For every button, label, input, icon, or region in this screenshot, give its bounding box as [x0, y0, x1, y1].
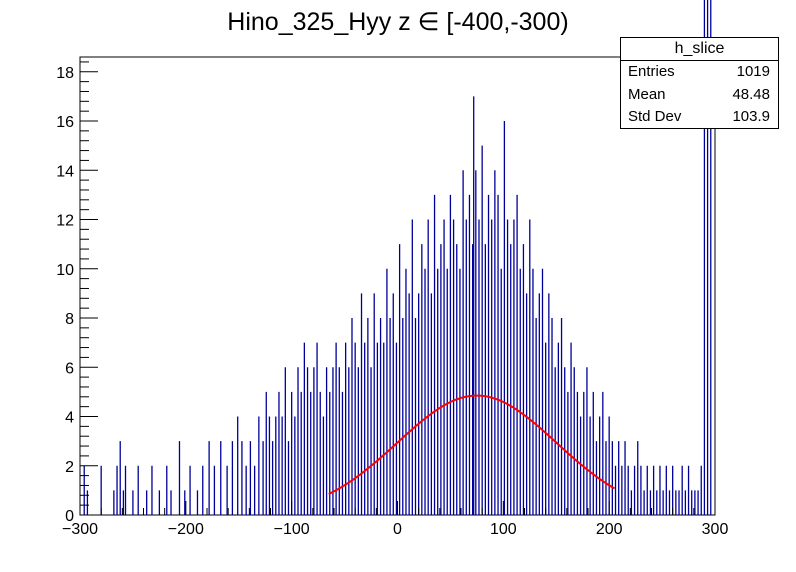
stats-value: 103.9 — [732, 108, 770, 125]
stats-box: h_slice Entries 1019 Mean 48.48 Std Dev … — [620, 37, 779, 129]
y-tick-label: 18 — [56, 65, 74, 82]
fit-curve — [328, 394, 615, 495]
x-tick-label: −200 — [168, 521, 204, 538]
x-tick-label: 100 — [490, 521, 517, 538]
x-tick-label: 0 — [393, 521, 402, 538]
stats-label: Entries — [628, 63, 675, 80]
y-tick-label: 8 — [65, 311, 74, 328]
chart-title: Hino_325_Hyy z ∈ [-400,-300) — [227, 8, 568, 36]
stats-label: Std Dev — [628, 108, 682, 125]
y-tick-label: 14 — [56, 163, 74, 180]
fit-line — [328, 394, 615, 495]
x-tick-label: 300 — [702, 521, 729, 538]
y-tick-label: 16 — [56, 114, 74, 131]
stats-value: 48.48 — [732, 85, 770, 103]
x-tick-label: −100 — [274, 521, 310, 538]
x-tick-label: −300 — [62, 521, 98, 538]
histogram — [83, 0, 712, 515]
y-tick-label: 10 — [56, 262, 74, 279]
y-tick-label: 12 — [56, 213, 74, 230]
y-axis: 0 2 4 6 8 10 12 14 16 18 — [56, 61, 98, 525]
y-tick-label: 4 — [65, 410, 74, 427]
stats-row-stddev: Std Dev 103.9 — [621, 106, 778, 129]
y-tick-label: 2 — [65, 459, 74, 476]
x-tick-label: 200 — [596, 521, 623, 538]
stats-value: 1019 — [736, 63, 770, 80]
stats-row-mean: Mean 48.48 — [621, 84, 778, 107]
y-tick-label: 6 — [65, 360, 74, 377]
y-tick-label: 0 — [65, 508, 74, 525]
stats-row-entries: Entries 1019 — [621, 61, 778, 84]
stats-title: h_slice — [621, 38, 778, 61]
x-axis: −300 −200 −100 0 100 200 300 — [62, 501, 728, 538]
stats-label: Mean — [628, 85, 666, 103]
